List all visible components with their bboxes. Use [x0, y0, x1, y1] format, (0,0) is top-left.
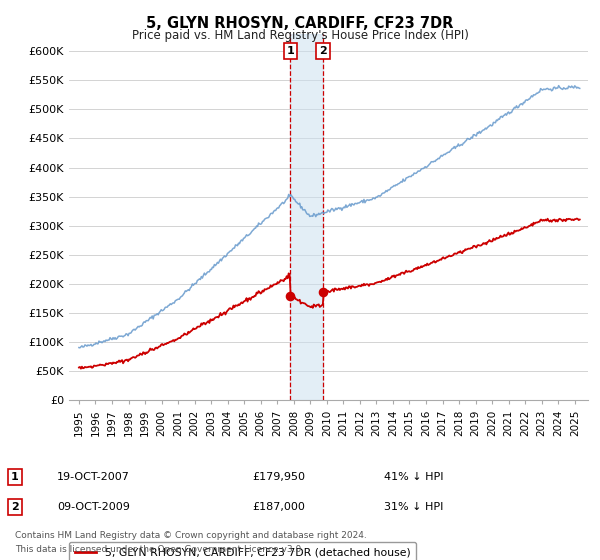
- Text: 1: 1: [287, 46, 295, 56]
- Text: 41% ↓ HPI: 41% ↓ HPI: [384, 472, 443, 482]
- Text: 2: 2: [11, 502, 19, 512]
- Point: [286, 291, 295, 300]
- Text: £187,000: £187,000: [252, 502, 305, 512]
- Text: Contains HM Land Registry data © Crown copyright and database right 2024.: Contains HM Land Registry data © Crown c…: [15, 531, 367, 540]
- Text: This data is licensed under the Open Government Licence v3.0.: This data is licensed under the Open Gov…: [15, 545, 304, 554]
- Text: £179,950: £179,950: [252, 472, 305, 482]
- Text: 09-OCT-2009: 09-OCT-2009: [57, 502, 130, 512]
- Text: 2: 2: [319, 46, 327, 56]
- Point: [318, 287, 328, 296]
- Legend: 5, GLYN RHOSYN, CARDIFF, CF23 7DR (detached house), HPI: Average price, detached: 5, GLYN RHOSYN, CARDIFF, CF23 7DR (detac…: [69, 542, 416, 560]
- Text: 1: 1: [11, 472, 19, 482]
- Text: 5, GLYN RHOSYN, CARDIFF, CF23 7DR: 5, GLYN RHOSYN, CARDIFF, CF23 7DR: [146, 16, 454, 31]
- Bar: [290, 34, 323, 400]
- Text: 19-OCT-2007: 19-OCT-2007: [57, 472, 130, 482]
- Text: 31% ↓ HPI: 31% ↓ HPI: [384, 502, 443, 512]
- Text: Price paid vs. HM Land Registry's House Price Index (HPI): Price paid vs. HM Land Registry's House …: [131, 29, 469, 42]
